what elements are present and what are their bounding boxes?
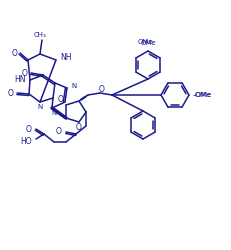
Text: O: O (21, 68, 27, 78)
Text: O: O (11, 48, 17, 58)
Text: O: O (99, 84, 105, 94)
Text: N: N (51, 110, 57, 116)
Text: -OMe: -OMe (194, 92, 212, 98)
Text: N: N (37, 104, 43, 110)
Text: O: O (26, 124, 32, 134)
Text: -OMe: -OMe (193, 92, 211, 98)
Text: OMe: OMe (137, 39, 153, 45)
Text: NH: NH (60, 54, 72, 62)
Text: CH₃: CH₃ (34, 32, 46, 38)
Text: OMe: OMe (140, 40, 156, 46)
Text: O: O (76, 124, 82, 132)
Text: O: O (56, 128, 62, 136)
Text: HO: HO (20, 136, 32, 145)
Text: HN: HN (15, 74, 26, 84)
Text: N: N (71, 83, 76, 89)
Text: O: O (7, 88, 13, 98)
Text: O: O (58, 96, 64, 104)
